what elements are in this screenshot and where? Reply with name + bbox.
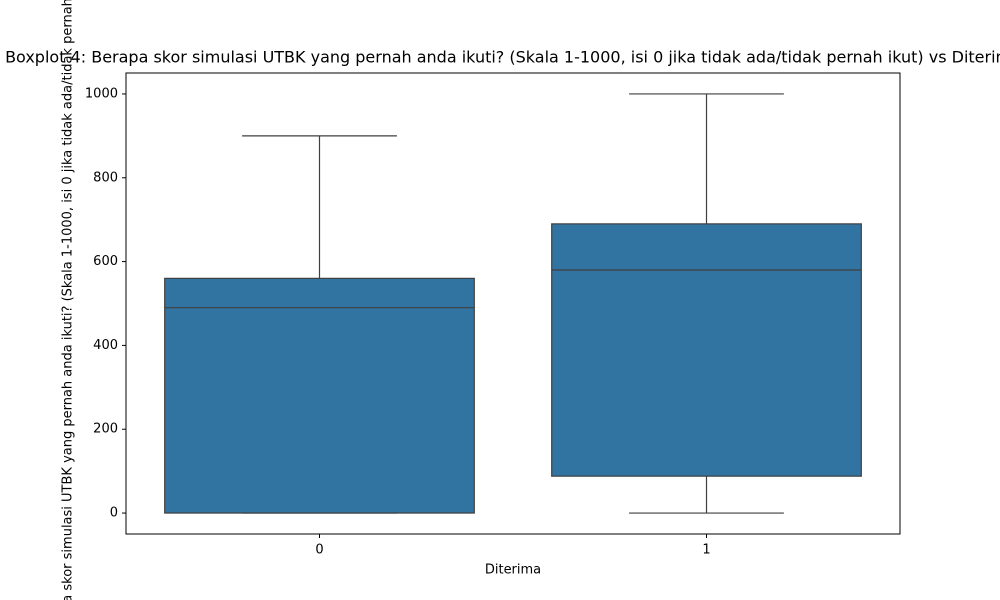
y-tick-label: 400 <box>93 338 118 353</box>
box <box>551 223 862 477</box>
y-tick-label: 1000 <box>85 86 118 101</box>
x-axis-label: Diterima <box>485 563 541 578</box>
y-tick-label: 800 <box>93 170 118 185</box>
y-axis-label: Berapa skor simulasi UTBK yang pernah an… <box>61 0 76 600</box>
box <box>164 277 475 514</box>
plot-frame <box>125 72 901 535</box>
x-tick-label: 0 <box>315 543 323 558</box>
y-tick-label: 200 <box>93 422 118 437</box>
y-tick-label: 0 <box>110 506 118 521</box>
x-tick-label: 1 <box>702 543 710 558</box>
chart-title: Boxplot 4: Berapa skor simulasi UTBK yan… <box>5 48 1000 67</box>
y-tick-label: 600 <box>93 254 118 269</box>
